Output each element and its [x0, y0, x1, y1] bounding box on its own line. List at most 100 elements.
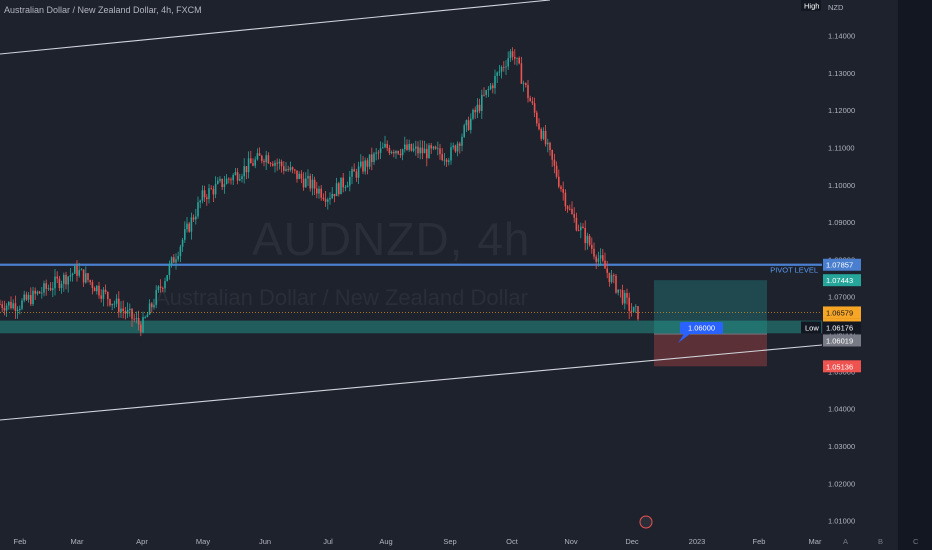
candle-body	[93, 287, 96, 292]
candle-body	[511, 51, 514, 57]
candle-body	[157, 286, 160, 291]
candle-body	[472, 109, 474, 119]
candle-body	[549, 142, 551, 150]
overlays-layer: 1.06000	[0, 312, 822, 344]
candle-body	[395, 150, 397, 154]
candle-body	[276, 162, 278, 164]
candle-body	[3, 308, 6, 311]
high-marker-label: High	[804, 2, 819, 11]
candle-body	[289, 167, 292, 171]
candle-body	[203, 190, 206, 198]
candle-body	[47, 288, 50, 289]
bottom-button-a[interactable]: A	[843, 537, 849, 546]
candle-body	[417, 146, 419, 154]
candle-body	[0, 304, 1, 305]
candle-body	[463, 125, 465, 137]
candle-body	[606, 268, 608, 273]
candle-body	[624, 293, 626, 304]
candle-body	[555, 165, 558, 177]
entry-callout-label: 1.06000	[688, 324, 715, 333]
candle-body	[56, 276, 58, 279]
bottom-button-c[interactable]: C	[913, 537, 919, 546]
candle-body	[397, 150, 399, 154]
candle-body	[74, 265, 76, 274]
candle-body	[21, 300, 23, 309]
time-tick-label: Dec	[625, 537, 639, 546]
candle-body	[49, 288, 52, 291]
candle-body	[179, 246, 182, 257]
candle-body	[439, 148, 441, 155]
candle-body	[591, 244, 593, 249]
candle-body	[450, 147, 452, 161]
candle-body	[448, 160, 450, 162]
target-tag-box	[823, 274, 861, 287]
candle-body	[476, 104, 479, 113]
candle-body	[584, 228, 586, 244]
candle-body	[377, 152, 380, 154]
candle-body	[69, 275, 72, 277]
candle-body	[177, 256, 179, 260]
candle-body	[192, 217, 195, 220]
candle-body	[302, 178, 305, 188]
candle-body	[45, 283, 47, 289]
candle-body	[111, 303, 113, 306]
candle-body	[410, 144, 413, 151]
candle-body	[406, 144, 408, 150]
candle-body	[509, 51, 512, 59]
time-tick-label: Oct	[506, 537, 519, 546]
candle-body	[368, 154, 371, 167]
candle-body	[173, 257, 175, 263]
candles-layer	[0, 47, 639, 337]
candle-body	[604, 260, 606, 269]
candle-body	[166, 275, 168, 282]
candle-body	[307, 175, 309, 179]
candle-body	[155, 290, 157, 305]
candle-body	[401, 149, 404, 156]
candle-body	[492, 85, 494, 89]
candle-body	[243, 166, 245, 177]
candle-body	[415, 146, 417, 149]
candle-body	[602, 255, 604, 261]
candle-body	[80, 269, 83, 271]
candle-body	[129, 308, 131, 310]
candle-body	[536, 112, 538, 124]
candle-body	[498, 71, 501, 73]
candle-body	[386, 143, 388, 149]
candle-body	[71, 273, 74, 276]
candle-body	[142, 317, 144, 333]
candle-body	[208, 188, 210, 200]
candle-body	[322, 197, 325, 200]
candle-body	[441, 154, 443, 161]
candle-body	[1, 304, 3, 309]
candle-body	[346, 185, 349, 188]
candle-body	[223, 184, 226, 188]
candle-body	[582, 226, 584, 229]
candle-body	[340, 177, 342, 195]
candle-body	[360, 161, 362, 167]
candle-body	[230, 179, 232, 181]
candle-body	[107, 291, 109, 300]
candle-body	[313, 179, 316, 189]
candle-body	[421, 147, 424, 154]
candle-body	[456, 143, 459, 152]
candle-body	[159, 286, 162, 288]
candle-body	[188, 223, 190, 232]
candle-body	[265, 155, 267, 163]
candle-body	[580, 226, 582, 231]
candle-body	[151, 303, 153, 308]
candle-body	[635, 306, 637, 307]
candle-body	[470, 118, 472, 130]
candle-body	[459, 143, 461, 146]
low-tag-box	[823, 321, 861, 334]
currency-label: NZD	[828, 3, 844, 12]
candle-body	[613, 275, 615, 276]
bottom-button-b[interactable]: B	[878, 537, 884, 546]
price-tick-label: 1.03000	[828, 442, 855, 451]
target-tag-label: 1.07443	[826, 276, 853, 285]
candle-body	[628, 297, 630, 311]
candle-body	[219, 178, 221, 181]
candle-body	[85, 273, 87, 283]
candle-body	[478, 104, 481, 112]
time-tick-label: Aug	[379, 537, 392, 546]
